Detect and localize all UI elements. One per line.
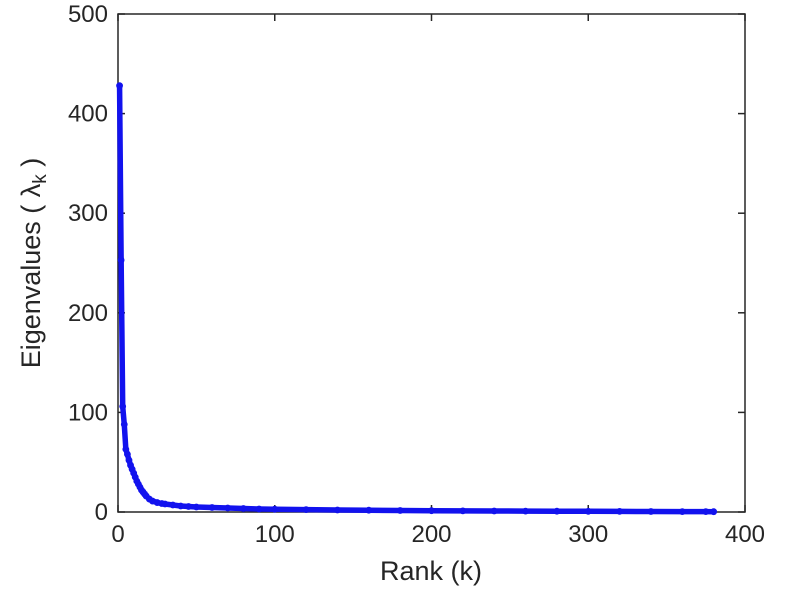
data-point-marker	[124, 450, 131, 458]
x-tick-label: 400	[725, 521, 765, 548]
data-point-marker	[302, 506, 310, 514]
y-axis-label: Eigenvalues ( λk )	[16, 158, 52, 369]
data-point-marker	[185, 503, 192, 510]
y-axis-label-suffix: )	[15, 157, 46, 175]
data-point-marker	[255, 505, 263, 513]
data-point-marker	[459, 507, 467, 515]
x-tick-label: 300	[568, 521, 608, 548]
data-point-marker	[647, 508, 655, 515]
eigenvalue-curve	[116, 82, 717, 515]
y-axis-label-subscript: k	[30, 174, 52, 184]
data-point-marker	[117, 256, 125, 264]
y-tick-label: 100	[68, 399, 108, 426]
data-point-marker	[584, 507, 592, 515]
data-point-marker	[169, 501, 177, 509]
x-tick-label: 0	[111, 521, 124, 548]
data-point-marker	[208, 504, 216, 511]
axes-box	[117, 13, 746, 513]
data-point-marker	[271, 505, 279, 513]
x-tick-label: 200	[411, 521, 451, 548]
data-point-marker	[116, 82, 123, 90]
data-point-marker	[119, 403, 127, 410]
data-point-marker	[490, 507, 498, 515]
y-tick-label: 0	[95, 499, 108, 526]
data-point-marker	[365, 506, 373, 514]
y-tick-label: 400	[68, 101, 108, 128]
data-point-marker	[396, 507, 404, 514]
data-point-marker	[192, 503, 200, 511]
data-point-marker	[616, 508, 623, 515]
y-tick-label: 200	[68, 300, 108, 327]
y-axis-label-prefix: Eigenvalues (	[15, 197, 46, 369]
data-point-marker	[702, 508, 710, 516]
y-tick-label: 300	[68, 200, 108, 227]
data-point-marker	[553, 507, 561, 515]
data-point-marker	[428, 507, 435, 515]
data-point-marker	[224, 504, 232, 512]
x-axis-label: Rank (k)	[379, 556, 483, 586]
data-point-marker	[177, 502, 185, 510]
x-tick-label: 100	[255, 521, 295, 548]
data-point-marker	[522, 507, 529, 515]
lambda-symbol: λ	[15, 183, 46, 198]
data-point-marker	[161, 500, 169, 508]
data-point-marker	[710, 508, 718, 516]
data-point-marker	[678, 508, 686, 516]
data-point-marker	[334, 506, 341, 514]
data-point-marker	[120, 420, 128, 428]
data-point-marker	[240, 505, 247, 512]
y-tick-label: 500	[68, 1, 108, 28]
